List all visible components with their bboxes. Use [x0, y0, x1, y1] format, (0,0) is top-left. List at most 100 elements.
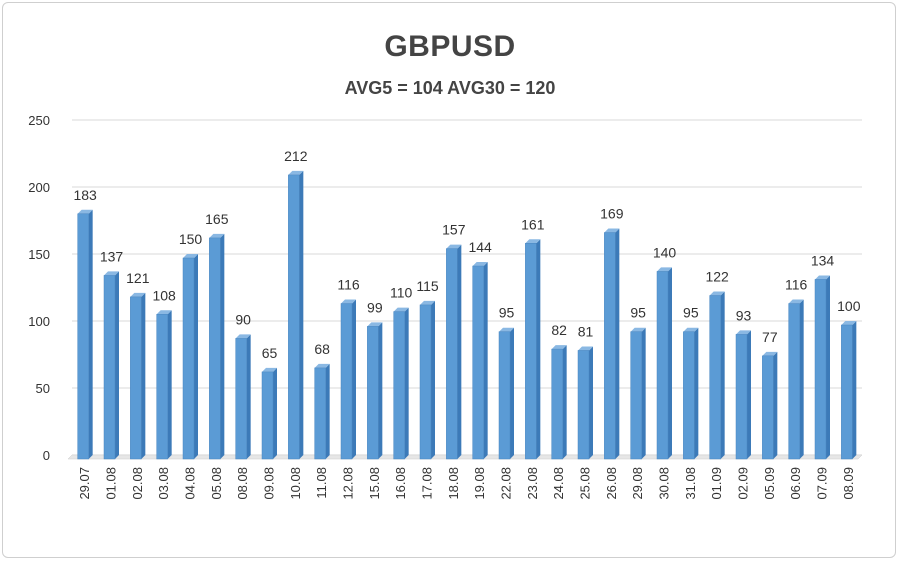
bar: [735, 334, 748, 460]
data-label: 65: [262, 345, 278, 361]
bar-top: [841, 321, 857, 325]
data-label: 90: [235, 311, 251, 327]
data-label: 169: [600, 206, 624, 222]
x-tick-label: 01.09: [709, 467, 724, 500]
bar-side: [404, 307, 409, 459]
data-label: 77: [762, 329, 778, 345]
bar-side: [483, 262, 488, 459]
bar: [656, 271, 669, 460]
bar-top: [525, 239, 541, 244]
bar-top: [77, 209, 93, 214]
x-tick-label: 08.08: [235, 467, 250, 500]
bar-side: [141, 292, 146, 459]
label-layer: 183 29.07 137 01.08 121 02.08 108 03.08 150 04.08…: [73, 148, 860, 500]
bar: [788, 303, 800, 460]
data-label: 150: [179, 231, 203, 247]
bar-top: [183, 254, 198, 258]
x-tick-label: 05.08: [209, 467, 224, 500]
bar-side: [457, 244, 462, 459]
x-tick-label: 01.08: [104, 467, 119, 500]
x-tick-label: 30.08: [657, 467, 672, 500]
bar-side: [299, 170, 304, 460]
bar: [367, 326, 379, 460]
data-label: 82: [551, 322, 567, 338]
x-tick-label: 02.08: [130, 467, 145, 500]
chart-subtitle: AVG5 = 104 AVG30 = 120: [344, 78, 556, 98]
y-tick-label: 150: [28, 247, 50, 262]
data-label: 140: [653, 244, 677, 260]
bar: [814, 279, 827, 460]
data-label: 165: [205, 211, 229, 227]
bar: [261, 371, 274, 460]
bar-side: [799, 299, 804, 459]
bar-top: [314, 363, 330, 368]
y-tick-label: 50: [36, 381, 50, 396]
x-tick-label: 29.07: [77, 467, 92, 500]
bar-side: [826, 275, 830, 459]
bar-top: [156, 310, 172, 315]
data-label: 100: [837, 298, 861, 314]
bar: [393, 311, 405, 460]
x-tick-label: 04.08: [183, 467, 198, 500]
x-tick-label: 10.08: [288, 467, 303, 500]
bar: [209, 237, 221, 460]
data-label: 157: [442, 222, 466, 238]
bar-side: [325, 363, 330, 459]
bar-layer: [77, 170, 857, 460]
x-tick-label: 26.08: [604, 467, 619, 500]
data-label: 116: [337, 277, 360, 293]
bar-side: [562, 345, 567, 459]
data-label: 68: [314, 341, 330, 357]
x-tick-label: 18.08: [446, 467, 461, 500]
data-label: 144: [468, 239, 492, 255]
data-label: 212: [284, 148, 308, 164]
bar-side: [536, 239, 541, 459]
bar: [314, 367, 326, 460]
bar-top: [762, 351, 778, 356]
bar: [419, 304, 432, 460]
data-label: 183: [73, 187, 97, 203]
data-label: 116: [785, 277, 808, 293]
bar: [77, 213, 89, 460]
bar-top: [815, 275, 830, 280]
bar-top: [499, 327, 514, 332]
bar-side: [115, 271, 119, 459]
x-tick-label: 17.08: [420, 467, 435, 500]
bar-top: [393, 307, 409, 312]
x-tick-label: 31.08: [683, 467, 698, 500]
bar-side: [194, 254, 198, 459]
bar-side: [510, 327, 514, 459]
bar: [551, 348, 563, 460]
data-label: 137: [100, 248, 124, 264]
bar-top: [683, 327, 699, 332]
x-tick-label: 15.08: [367, 467, 382, 500]
data-label: 95: [499, 305, 515, 321]
y-tick-label: 100: [28, 314, 50, 329]
bar-side: [220, 233, 225, 459]
bar: [340, 303, 353, 460]
x-tick-label: 03.08: [156, 467, 171, 500]
chart-title: GBPUSD: [384, 30, 516, 63]
data-label: 115: [416, 278, 439, 294]
bar: [472, 265, 484, 460]
data-label: 121: [126, 270, 150, 286]
bar: [235, 338, 247, 460]
bar-side: [773, 351, 778, 459]
bar: [446, 248, 458, 460]
data-label: 108: [152, 287, 176, 303]
data-label: 134: [811, 252, 835, 268]
bar-top: [341, 299, 356, 304]
bar-top: [578, 346, 593, 351]
bar-side: [641, 327, 646, 459]
data-label: 161: [521, 216, 545, 232]
data-label: 95: [683, 305, 699, 321]
bar-side: [694, 327, 699, 459]
bar-side: [167, 310, 172, 459]
x-tick-label: 12.08: [341, 467, 356, 500]
data-label: 93: [736, 307, 752, 323]
data-label: 122: [705, 269, 729, 285]
x-tick-label: 11.08: [314, 467, 329, 499]
x-tick-label: 09.08: [262, 467, 277, 500]
bar: [130, 296, 142, 460]
bar-top: [420, 300, 435, 305]
